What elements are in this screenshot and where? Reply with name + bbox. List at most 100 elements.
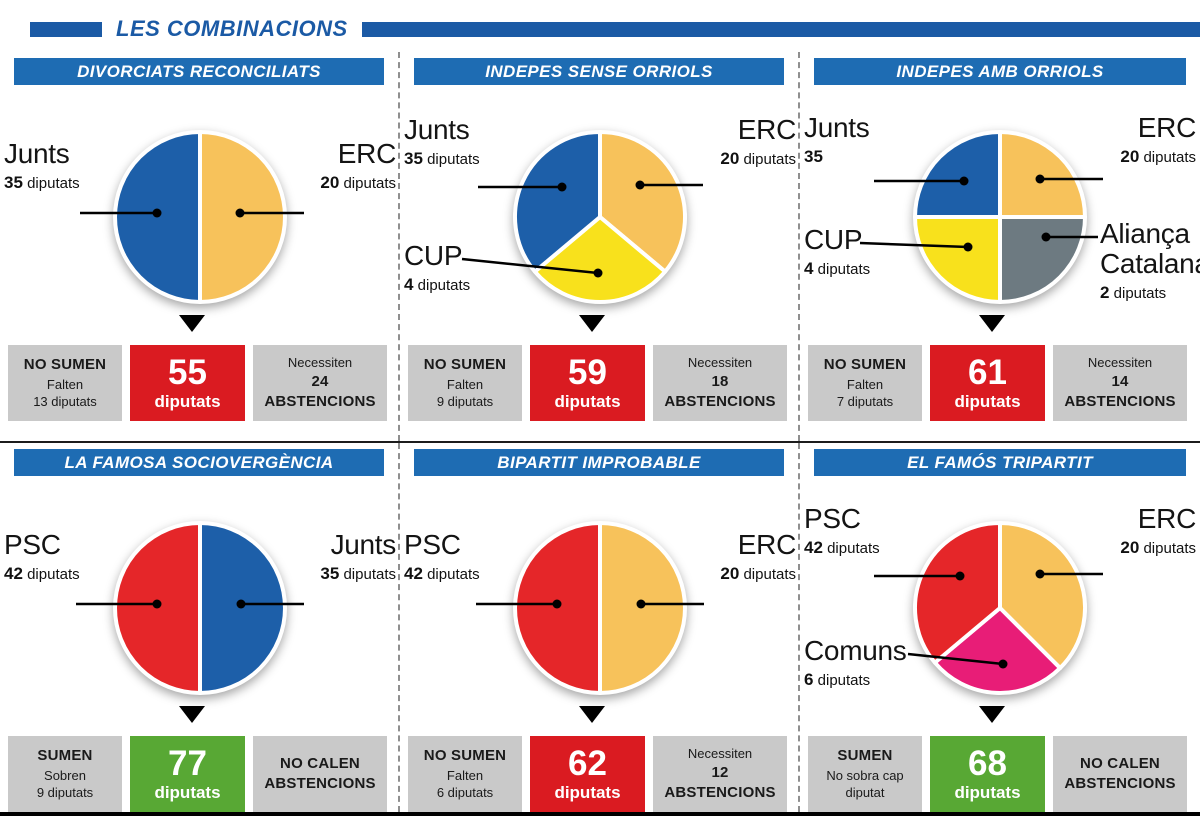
abstentions-box: NO CALEN ABSTENCIONS <box>1053 736 1187 812</box>
results-row-sociovergencia: SUMEN Sobren 9 diputats 77 diputats NO CALEN A… <box>0 736 398 812</box>
label-junts: Junts 35 diputats <box>404 114 534 169</box>
status-line: Falten <box>446 767 484 783</box>
seats-word-erc: diputats <box>743 566 796 584</box>
status-box: NO SUMEN Falten 13 diputats <box>8 345 122 421</box>
party-seats-comuns: 6 diputats <box>804 670 944 690</box>
abstentions-line: Necessiten <box>1087 354 1153 370</box>
leader-dot-psc <box>152 599 162 609</box>
party-seats-psc: 42 diputats <box>804 538 934 558</box>
title-rule-right <box>361 21 1200 37</box>
abstentions-box: Necessiten 14 ABSTENCIONS <box>1053 345 1187 421</box>
abstentions-line: NO CALEN <box>280 754 360 772</box>
chart-area-indepes-sense-orriols: Junts 35 diputats ERC 20 diputats CUP 4 diput… <box>400 89 800 339</box>
abstentions-box: Necessiten 12 ABSTENCIONS <box>653 736 787 812</box>
leader-dot-alianca <box>1041 232 1051 242</box>
seats-number-psc: 42 <box>804 538 823 558</box>
party-name-psc: PSC <box>404 529 461 560</box>
total-number: 77 <box>168 743 207 783</box>
total-box: 61 diputats <box>930 345 1045 421</box>
pie-wedges <box>913 521 1087 695</box>
status-line: SUMEN <box>837 747 893 765</box>
pie-slice-psc <box>913 521 1002 665</box>
party-seats-cup: 4 diputats <box>404 275 524 295</box>
label-psc: PSC 42 diputats <box>404 529 534 584</box>
party-name-comuns: Comuns <box>804 635 907 666</box>
status-line: diputat <box>845 785 885 801</box>
seats-number-erc: 20 <box>320 173 340 193</box>
row-divider-rule <box>0 441 1200 443</box>
abstentions-line: 14 <box>1111 372 1129 390</box>
results-row-bipartit-improbable: NO SUMEN Falten 6 diputats 62 diputats Necess… <box>400 736 798 812</box>
panel-title-divorciats-reconciliats: DIVORCIATS RECONCILIATS <box>14 58 384 85</box>
abstentions-line: ABSTENCIONS <box>264 392 376 410</box>
leader-dot-junts <box>236 599 246 609</box>
status-box: NO SUMEN Falten 9 diputats <box>408 345 522 421</box>
total-unit: diputats <box>554 391 621 411</box>
pie-slice-comuns <box>932 606 1063 695</box>
down-arrow-icon <box>979 315 1005 332</box>
results-row-indepes-amb-orriols: NO SUMEN Falten 7 diputats 61 diputats Necess… <box>800 345 1200 421</box>
abstentions-line: Necessiten <box>687 354 753 370</box>
seats-word-junts: diputats <box>427 151 480 169</box>
leader-dot-cup <box>963 242 973 252</box>
status-line: 13 diputats <box>33 394 97 410</box>
pie-chart-sociovergencia <box>76 521 304 695</box>
seats-number-erc: 20 <box>720 564 740 584</box>
pie-chart-bipartit-improbable <box>476 521 704 695</box>
panel-title-indepes-sense-orriols: INDEPES SENSE ORRIOLS <box>414 58 784 85</box>
total-box: 62 diputats <box>530 736 645 812</box>
panels-row-bottom: LA FAMOSA SOCIOVERGÈNCIA PSC 42 diputats Ju… <box>0 443 1200 812</box>
leader-dot-cup <box>593 268 603 278</box>
label-cup: CUP 4 diputats <box>804 224 924 279</box>
seats-word-alianca: diputats <box>1113 285 1167 303</box>
top-header: LES COMBINACIONS <box>0 0 1200 52</box>
pie-chart-indepes-sense-orriols <box>461 130 703 304</box>
total-unit: diputats <box>954 391 1021 411</box>
pie-wedges <box>513 130 687 304</box>
seats-number-erc: 20 <box>720 149 740 169</box>
total-unit: diputats <box>554 782 621 802</box>
leader-dot-erc <box>235 208 245 218</box>
pie-wedges <box>113 521 287 695</box>
party-name-erc: ERC <box>337 138 397 169</box>
abstentions-box: Necessiten 18 ABSTENCIONS <box>653 345 787 421</box>
total-box: 55 diputats <box>130 345 245 421</box>
label-erc: ERC 20 diputats <box>1066 112 1196 167</box>
abstentions-line: ABSTENCIONS <box>264 775 376 792</box>
seats-word-erc: diputats <box>743 151 796 169</box>
abstentions-line: Necessiten <box>687 745 753 761</box>
party-name-cup: CUP <box>804 224 863 255</box>
abstentions-line: 24 <box>311 372 329 390</box>
abstentions-line: 12 <box>711 763 729 781</box>
seats-word-junts: diputats <box>27 175 80 193</box>
chart-area-tripartit: PSC 42 diputats ERC 20 diputats Comuns 6 dipu… <box>800 480 1200 730</box>
label-comuns: Comuns 6 diputats <box>804 635 944 690</box>
party-seats-cup: 4 diputats <box>804 259 924 279</box>
total-box: 59 diputats <box>530 345 645 421</box>
label-cup: CUP 4 diputats <box>404 240 524 295</box>
leader-dot-erc <box>1035 174 1045 184</box>
seats-number-cup: 4 <box>804 259 814 279</box>
party-seats-erc: 20 diputats <box>666 149 796 169</box>
pie-slice-erc <box>598 130 687 274</box>
panel-title-sociovergencia: LA FAMOSA SOCIOVERGÈNCIA <box>14 449 384 476</box>
seats-number-psc: 42 <box>404 564 423 584</box>
chart-area-bipartit-improbable: PSC 42 diputats ERC 20 diputats <box>400 480 800 730</box>
leader-dot-erc <box>636 599 646 609</box>
party-name-junts: Junts <box>804 112 870 143</box>
party-name-junts: Junts <box>404 114 470 145</box>
total-number: 55 <box>168 352 207 392</box>
panel-tripartit: EL FAMÓS TRIPARTIT PSC 42 diputats ERC 20 di… <box>800 443 1200 812</box>
leader-dot-psc <box>955 571 965 581</box>
status-line: Falten <box>846 376 884 392</box>
seats-number-cup: 4 <box>404 275 414 295</box>
party-seats-erc: 20 diputats <box>666 564 796 584</box>
label-erc: ERC 20 diputats <box>666 529 796 584</box>
total-number: 59 <box>568 352 607 392</box>
seats-number-junts: 35 <box>4 173 23 193</box>
leader-dot-erc <box>1035 569 1045 579</box>
seats-word-psc: diputats <box>827 540 880 558</box>
abstentions-line: ABSTENCIONS <box>1064 392 1176 410</box>
party-seats-psc: 42 diputats <box>404 564 534 584</box>
total-number: 61 <box>968 352 1007 392</box>
